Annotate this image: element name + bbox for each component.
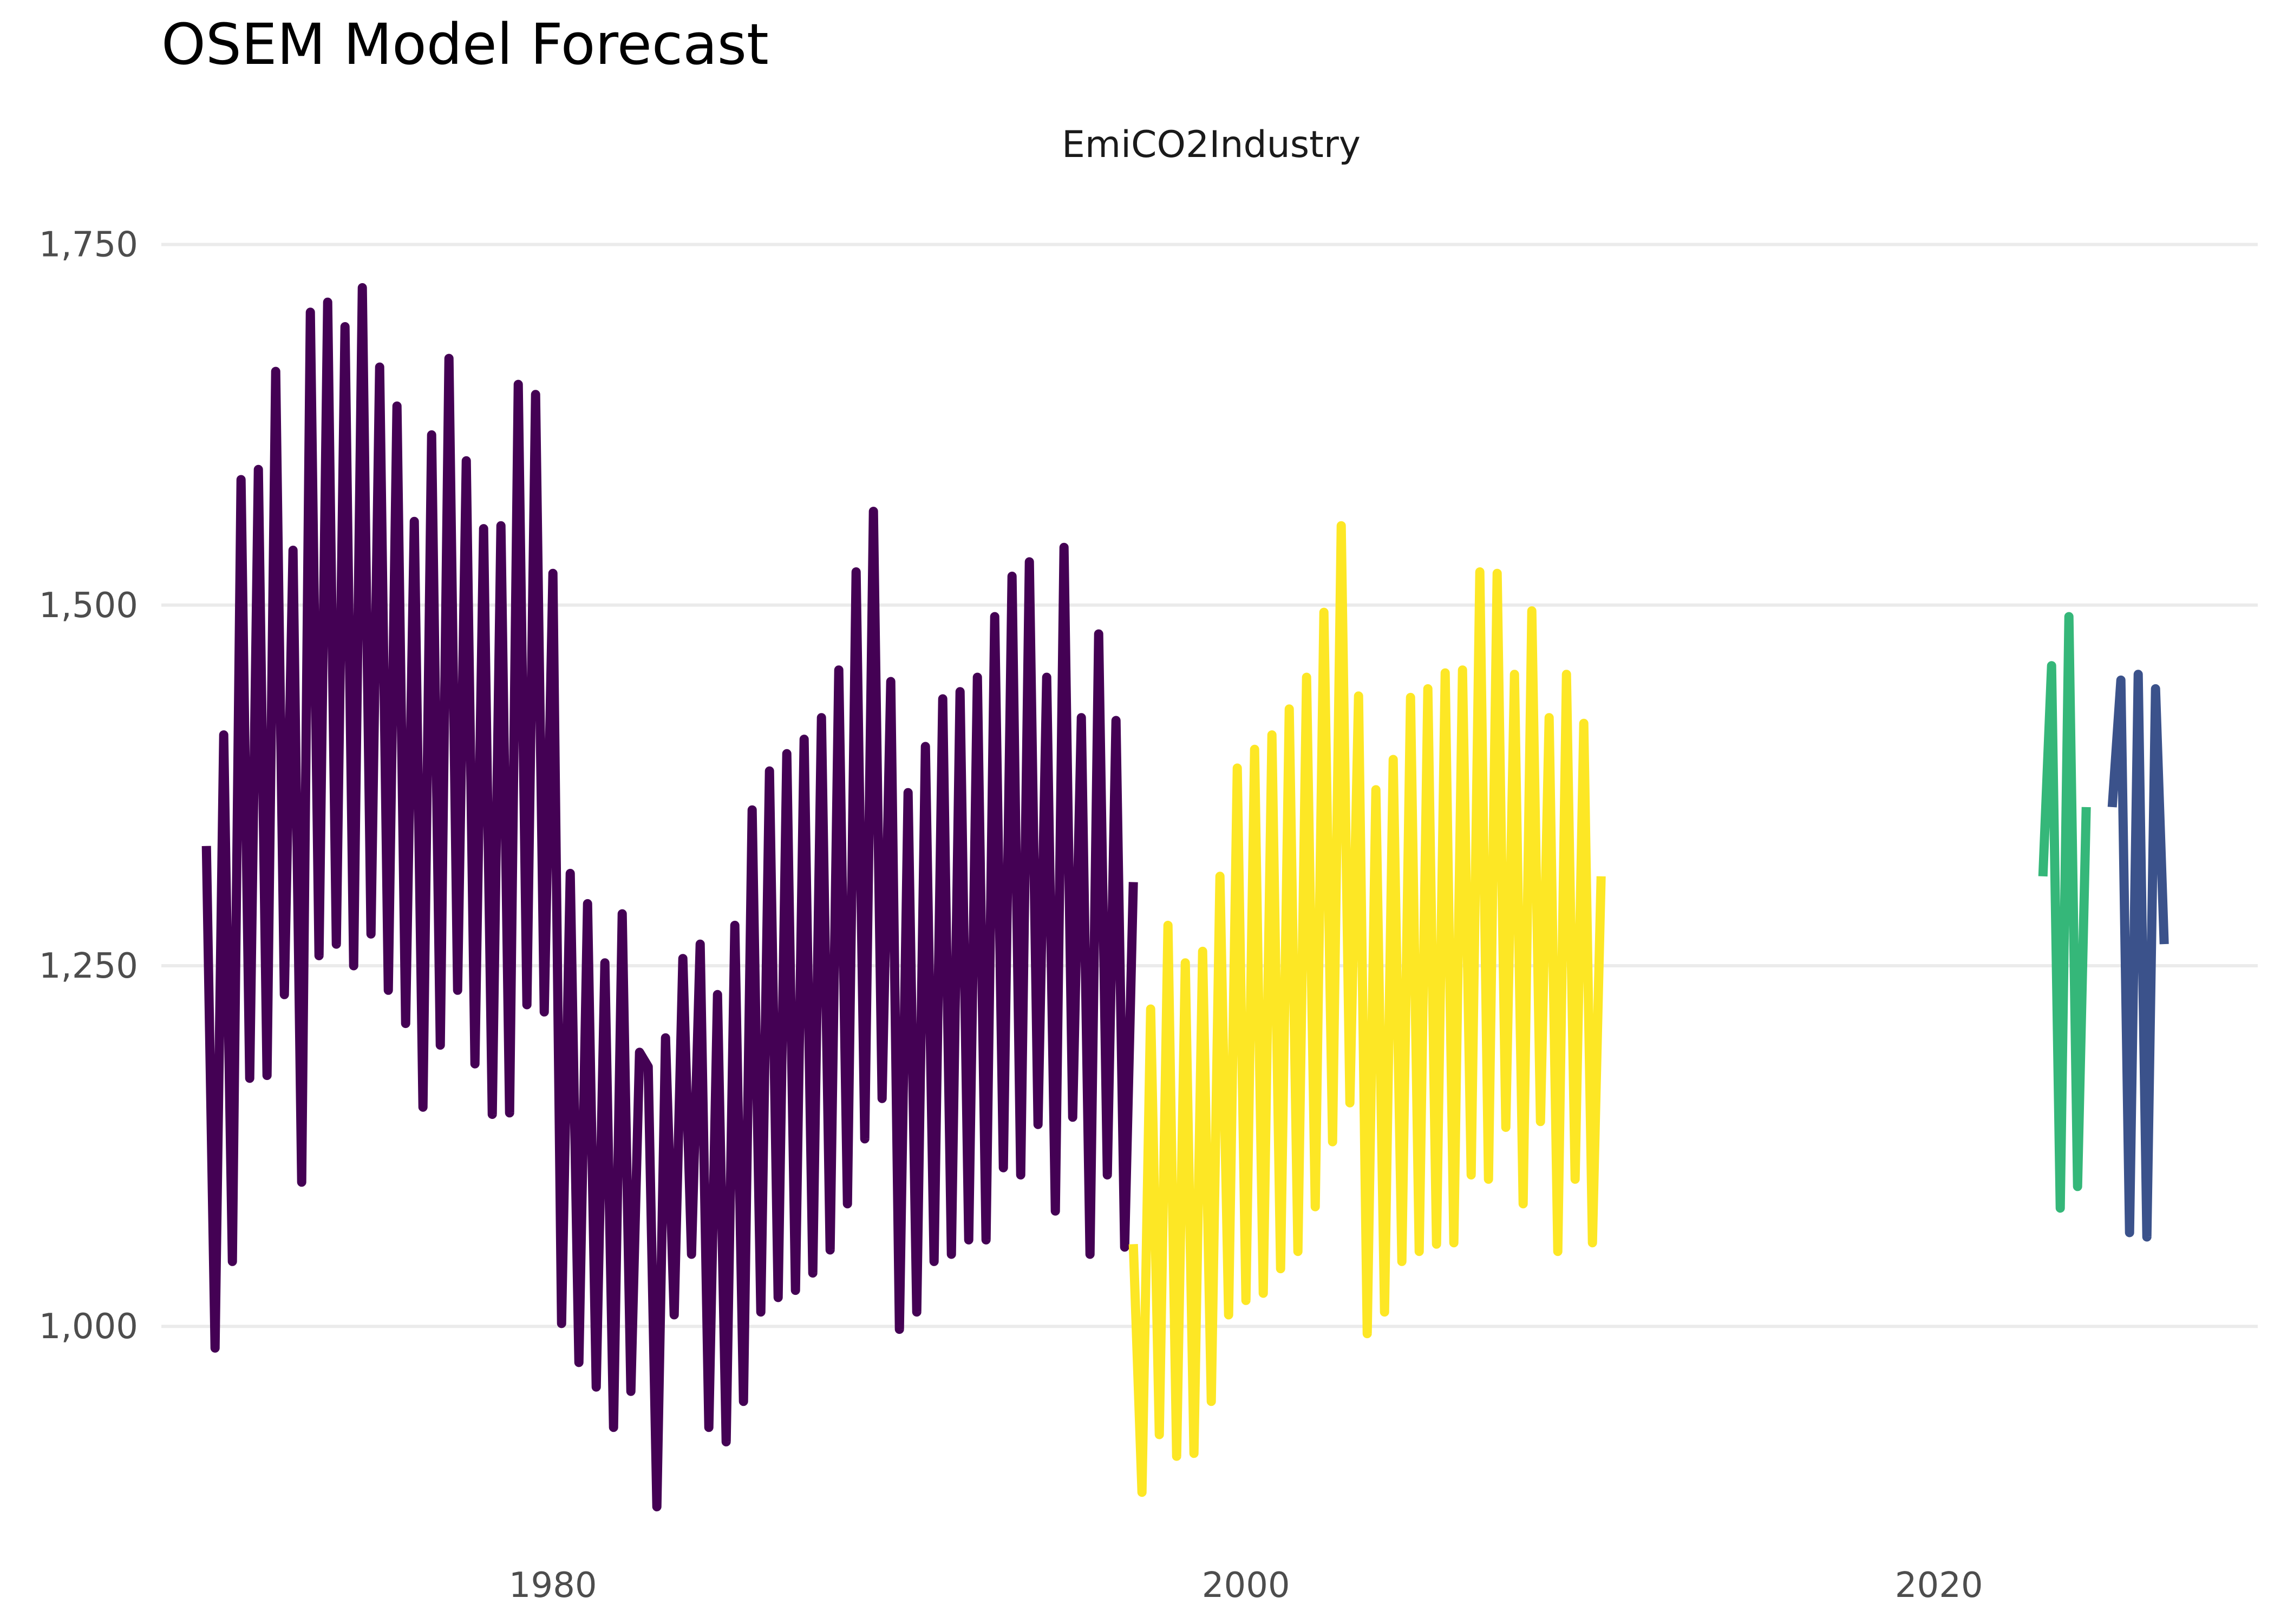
chart-title: OSEM Model Forecast (161, 11, 769, 77)
x-tick-label: 2000 (1202, 1566, 1290, 1606)
x-tick-label: 1980 (509, 1566, 597, 1606)
x-tick-label: 2020 (1895, 1566, 1983, 1606)
series-line-4 (2107, 670, 2169, 1242)
y-tick-label: 1,750 (39, 225, 138, 265)
y-axis-tick-labels: 1,000 1,250 1,500 1,750 (39, 225, 138, 1347)
y-tick-label: 1,500 (39, 586, 138, 626)
series-line-3 (2038, 612, 2091, 1213)
y-tick-label: 1,250 (39, 946, 138, 986)
series-lines (201, 283, 2169, 1511)
facet-strip-label: EmiCO2Industry (1062, 123, 1361, 166)
y-tick-label: 1,000 (39, 1307, 138, 1347)
series-line-2 (1128, 521, 1606, 1497)
series-line-1 (201, 283, 1138, 1511)
x-axis-tick-labels: 1980 2000 2020 (509, 1566, 1983, 1606)
